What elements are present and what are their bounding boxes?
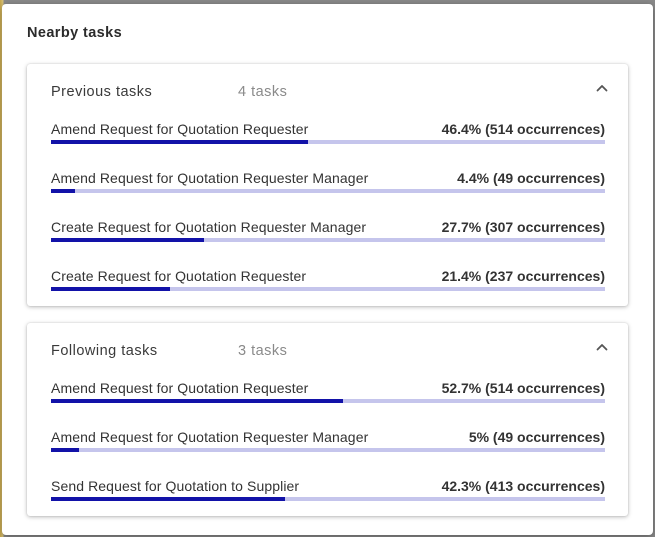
chevron-up-icon[interactable] (594, 339, 610, 355)
following-tasks-header[interactable]: Following tasks 3 tasks (27, 323, 628, 367)
task-name: Amend Request for Quotation Requester (51, 380, 309, 396)
task-frequency: 4.4% (49 occurrences) (457, 170, 605, 186)
task-row[interactable]: Amend Request for Quotation Requester 52… (51, 380, 605, 429)
task-frequency: 46.4% (514 occurrences) (441, 121, 605, 137)
frequency-bar (51, 287, 605, 291)
nearby-tasks-dialog: Nearby tasks Previous tasks 4 tasks Amen… (2, 4, 653, 535)
frequency-bar (51, 497, 605, 501)
frequency-bar-fill (51, 399, 343, 403)
frequency-bar-fill (51, 140, 309, 144)
task-name: Send Request for Quotation to Supplier (51, 478, 300, 494)
previous-tasks-count: 4 tasks (238, 84, 288, 100)
task-name: Amend Request for Quotation Requester (51, 121, 309, 137)
task-frequency: 5% (49 occurrences) (468, 429, 605, 445)
frequency-bar-fill (51, 287, 170, 291)
frequency-bar (51, 399, 605, 403)
task-row[interactable]: Create Request for Quotation Requester 2… (51, 268, 605, 317)
following-tasks-panel: Following tasks 3 tasks Amend Request fo… (27, 323, 628, 516)
task-row[interactable]: Amend Request for Quotation Requester Ma… (51, 170, 605, 219)
task-name: Create Request for Quotation Requester (51, 268, 307, 284)
following-tasks-count: 3 tasks (238, 343, 288, 359)
task-row[interactable]: Amend Request for Quotation Requester Ma… (51, 429, 605, 478)
frequency-bar (51, 140, 605, 144)
task-frequency: 52.7% (514 occurrences) (441, 380, 605, 396)
task-frequency: 27.7% (307 occurrences) (441, 219, 605, 235)
task-name: Amend Request for Quotation Requester Ma… (51, 429, 369, 445)
frequency-bar (51, 448, 605, 452)
task-name: Amend Request for Quotation Requester Ma… (51, 170, 369, 186)
chevron-up-icon[interactable] (594, 80, 610, 96)
dialog-title: Nearby tasks (27, 25, 123, 41)
task-frequency: 42.3% (413 occurrences) (441, 478, 605, 494)
frequency-bar (51, 189, 605, 193)
previous-tasks-title: Previous tasks (51, 84, 153, 100)
task-row[interactable]: Send Request for Quotation to Supplier 4… (51, 478, 605, 527)
frequency-bar-fill (51, 448, 79, 452)
frequency-bar-fill (51, 189, 76, 193)
previous-tasks-header[interactable]: Previous tasks 4 tasks (27, 64, 628, 108)
frequency-bar-fill (51, 238, 205, 242)
task-frequency: 21.4% (237 occurrences) (441, 268, 605, 284)
frequency-bar (51, 238, 605, 242)
task-row[interactable]: Amend Request for Quotation Requester 46… (51, 121, 605, 170)
task-row[interactable]: Create Request for Quotation Requester M… (51, 219, 605, 268)
following-tasks-title: Following tasks (51, 343, 158, 359)
frequency-bar-fill (51, 497, 286, 501)
previous-tasks-panel: Previous tasks 4 tasks Amend Request for… (27, 64, 628, 306)
task-name: Create Request for Quotation Requester M… (51, 219, 367, 235)
